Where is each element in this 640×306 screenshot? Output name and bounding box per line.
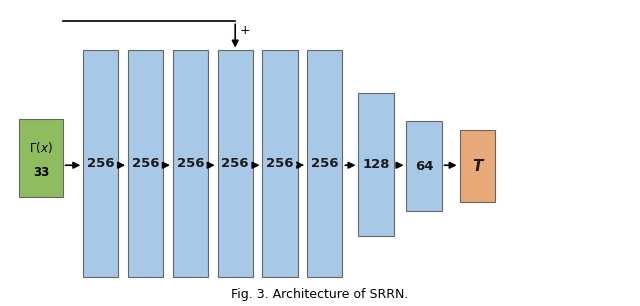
Text: 256: 256 (177, 157, 204, 170)
FancyBboxPatch shape (218, 50, 253, 277)
Text: 33: 33 (33, 166, 49, 179)
FancyBboxPatch shape (83, 50, 118, 277)
FancyBboxPatch shape (358, 93, 394, 236)
Text: T: T (472, 159, 483, 174)
Text: Fig. 3. Architecture of SRRN.: Fig. 3. Architecture of SRRN. (231, 289, 409, 301)
FancyBboxPatch shape (460, 130, 495, 202)
FancyBboxPatch shape (19, 119, 63, 197)
FancyBboxPatch shape (406, 121, 442, 211)
FancyBboxPatch shape (128, 50, 163, 277)
Text: 256: 256 (87, 157, 115, 170)
FancyBboxPatch shape (262, 50, 298, 277)
FancyBboxPatch shape (307, 50, 342, 277)
Text: 64: 64 (415, 159, 433, 173)
Text: 256: 256 (221, 157, 249, 170)
Text: +: + (239, 24, 250, 37)
Text: 256: 256 (266, 157, 294, 170)
Text: 128: 128 (362, 158, 390, 171)
Text: 256: 256 (311, 157, 339, 170)
FancyBboxPatch shape (173, 50, 208, 277)
Text: 256: 256 (132, 157, 159, 170)
Text: $\Gamma(x)$: $\Gamma(x)$ (29, 140, 53, 155)
